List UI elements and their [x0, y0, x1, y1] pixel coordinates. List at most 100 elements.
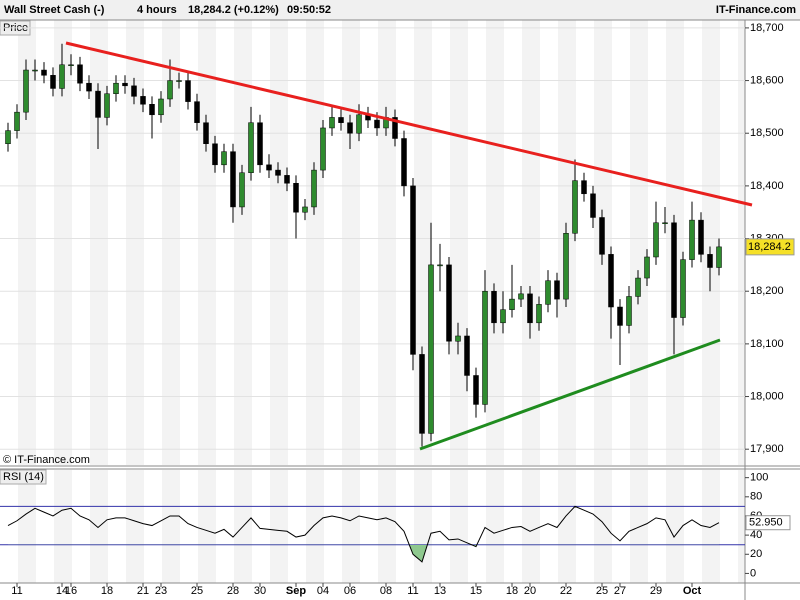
candle-body: [221, 151, 227, 166]
x-tick-label: 14: [56, 585, 68, 597]
candle-body: [320, 127, 326, 171]
x-tick-label: Sep: [286, 585, 306, 597]
x-tick-label: 18: [506, 585, 518, 597]
x-tick-label: 04: [317, 585, 329, 597]
candle-body: [104, 93, 110, 118]
candle-body: [167, 80, 173, 100]
candle-body: [572, 180, 578, 234]
x-tick-label: 27: [614, 585, 626, 597]
x-tick-label: Oct: [683, 585, 702, 597]
candle-body: [257, 122, 263, 166]
x-tick-label: 16: [65, 585, 77, 597]
candle-body: [284, 175, 290, 184]
x-tick-label: 21: [137, 585, 149, 597]
candle-body: [473, 375, 479, 405]
candle-body: [698, 219, 704, 255]
x-tick-label: 11: [11, 585, 22, 597]
candle-body: [77, 64, 83, 84]
candle-body: [536, 304, 542, 324]
candle-body: [428, 264, 434, 434]
y-tick-label: 18,000: [750, 390, 784, 402]
candle-body: [617, 306, 623, 326]
current-price-label: 18,284.2: [748, 241, 791, 253]
candle-body: [293, 183, 299, 213]
candle-body: [554, 280, 560, 300]
x-tick-label: 28: [227, 585, 239, 597]
candle-body: [410, 185, 416, 355]
x-tick-label: 18: [101, 585, 113, 597]
x-tick-label: 15: [470, 585, 482, 597]
candle-body: [599, 217, 605, 255]
candle-body: [680, 259, 686, 318]
y-tick-label: 100: [750, 472, 768, 484]
y-tick-label: 17,900: [750, 443, 784, 455]
candle-body: [266, 164, 272, 171]
candle-body: [194, 101, 200, 123]
rsi-current-box: [745, 515, 791, 531]
price-panel: [0, 20, 745, 465]
x-tick-label: 08: [380, 585, 392, 597]
candle-body: [626, 296, 632, 326]
candle-body: [671, 222, 677, 318]
rsi-label: RSI (14): [3, 471, 44, 483]
y-tick-label: 20: [750, 548, 762, 560]
candle-body: [500, 309, 506, 324]
interval: 4 hours: [137, 4, 177, 16]
candle-body: [491, 290, 497, 324]
candle-body: [464, 335, 470, 376]
candle-body: [374, 119, 380, 129]
candle-body: [122, 82, 128, 87]
candle-body: [41, 69, 47, 76]
candle-body: [50, 75, 56, 89]
candle-body: [518, 293, 524, 300]
x-tick-label: 29: [650, 585, 662, 597]
candle-body: [581, 180, 587, 195]
candle-body: [185, 80, 191, 102]
rsi-label-box: [0, 469, 47, 485]
rsi-line: [7, 505, 720, 563]
x-tick-label: 30: [254, 585, 266, 597]
candle-body: [635, 277, 641, 297]
candle-body: [716, 246, 722, 268]
candle-body: [446, 264, 452, 342]
candle-body: [356, 114, 362, 134]
candle-body: [275, 169, 281, 176]
candle-body: [338, 117, 344, 123]
y-tick-label: 0: [750, 567, 756, 579]
x-tick-label: 25: [596, 585, 608, 597]
time: 09:50:52: [287, 4, 331, 16]
candle-body: [689, 219, 695, 260]
candle-body: [86, 82, 92, 92]
candle-body: [347, 122, 353, 134]
candle-body: [230, 151, 236, 208]
candle-body: [437, 264, 443, 267]
y-tick-label: 18,500: [750, 127, 784, 139]
candle-body: [392, 117, 398, 139]
candle-body: [32, 69, 38, 72]
x-tick-label: 13: [434, 585, 446, 597]
current-price-box: [745, 238, 795, 256]
candle-body: [419, 354, 425, 434]
candle-body: [707, 254, 713, 268]
x-tick-label: 06: [344, 585, 356, 597]
x-tick-label: 20: [524, 585, 536, 597]
candle-body: [248, 122, 254, 173]
candle-body: [608, 254, 614, 308]
y-tick-label: 18,200: [750, 285, 784, 297]
candle-body: [401, 138, 407, 187]
copyright: © IT-Finance.com: [3, 454, 90, 466]
candle-body: [239, 172, 245, 208]
support-line: [419, 338, 721, 451]
candle-body: [14, 111, 20, 131]
resistance-line: [65, 41, 753, 207]
candle-body: [563, 233, 569, 300]
x-tick-label: 22: [560, 585, 572, 597]
candle-body: [131, 85, 137, 97]
candle-body: [113, 82, 119, 94]
candle-body: [68, 64, 74, 67]
candle-body: [95, 90, 101, 118]
candle-body: [509, 298, 515, 310]
candle-body: [644, 256, 650, 279]
y-tick-label: 18,100: [750, 338, 784, 350]
candle-body: [5, 130, 11, 145]
